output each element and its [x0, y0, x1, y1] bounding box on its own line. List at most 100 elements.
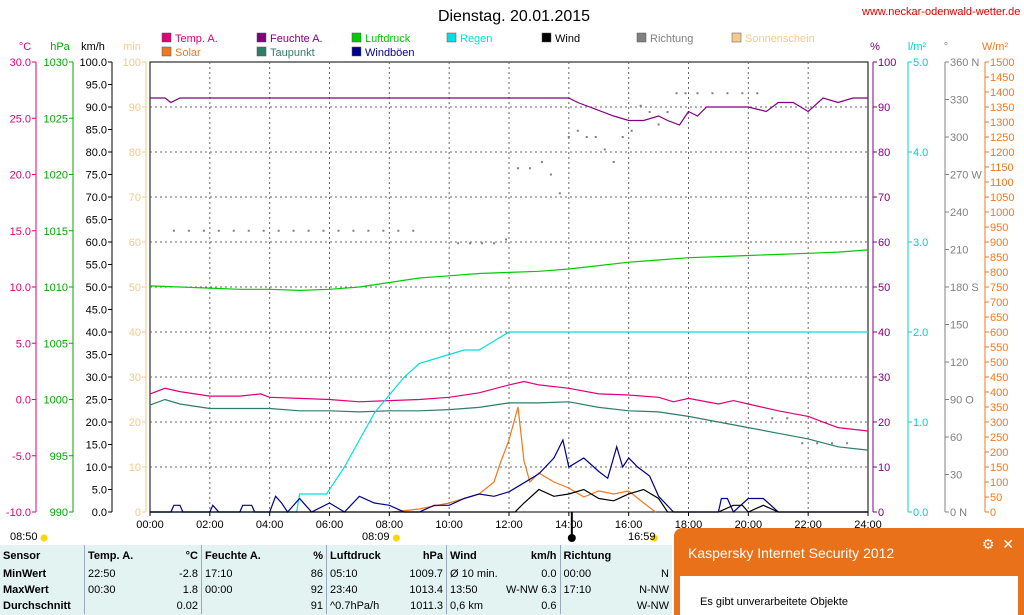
close-icon[interactable]: ✕ — [1002, 536, 1014, 552]
tick-label: 40 — [878, 327, 890, 339]
chart-title: Dienstag. 20.01.2015 — [438, 8, 590, 25]
sunrise-time: 08:09 — [362, 531, 390, 543]
tick-label: 1015 — [44, 226, 68, 238]
tick-label: 1010 — [44, 282, 68, 294]
direction-time: 00:00 — [559, 566, 617, 582]
legend: Temp. A. Feuchte A. Luftdruck Regen Wind Rich… — [161, 32, 815, 59]
tick-label: 1050 — [990, 192, 1014, 204]
legend-swatch — [161, 32, 172, 43]
tick-label: 80.0 — [86, 147, 107, 159]
plot-grid — [149, 61, 869, 513]
gear-icon[interactable]: ⚙ — [981, 536, 995, 552]
tick-label: 5.0 — [913, 57, 928, 69]
tick-label: 90 — [129, 102, 141, 114]
tick-label: 90.0 — [86, 102, 107, 114]
direction-point — [726, 92, 729, 95]
y-axis-0: °C 30.0 25.0 20.0 15.0 10.0 5.0 0.0 -5.0 -10.0 — [6, 41, 37, 519]
direction-point — [397, 229, 400, 232]
temp-time: 22:50 — [84, 566, 143, 582]
legend-item: Solar — [161, 46, 201, 59]
tick-label: 70 — [878, 192, 890, 204]
sunset-icon — [650, 534, 658, 542]
direction-point — [666, 111, 669, 113]
tick-label: 60 — [129, 237, 141, 249]
tick-label: 80 — [129, 147, 141, 159]
row-label: MinWert — [3, 568, 47, 580]
tick-label: 30.0 — [10, 57, 31, 69]
series-Regen — [150, 331, 868, 513]
tick-label: 100 — [990, 477, 1008, 489]
tick-label: -10.0 — [6, 507, 31, 519]
stats-header-row: Sensor Temp. A. °C Feuchte A. % Luftdruc… — [0, 545, 672, 566]
legend-item: Feuchte A. — [256, 32, 323, 45]
tick-label: 270 W — [950, 170, 982, 182]
tick-label: 0 — [990, 507, 996, 519]
tick-label: 100.0 — [79, 57, 107, 69]
direction-point — [567, 136, 570, 138]
direction-point — [612, 161, 615, 163]
direction-point — [469, 242, 472, 245]
legend-swatch — [161, 46, 172, 57]
stats-table: Sensor Temp. A. °C Feuchte A. % Luftdruc… — [0, 545, 672, 615]
direction-value: W-NW — [636, 600, 669, 612]
x-tick-label: 12:00 — [495, 519, 523, 531]
tick-label: 180 S — [950, 282, 979, 294]
direction-point — [540, 161, 543, 163]
tick-label: 150 — [990, 462, 1008, 474]
tick-label: 10 — [129, 462, 141, 474]
legend-item: Luftdruck — [351, 32, 411, 45]
tick-label: 550 — [990, 342, 1008, 354]
tick-label: 95.0 — [86, 80, 107, 92]
tick-label: 1020 — [44, 170, 68, 182]
pressure-value: 1009.7 — [409, 568, 443, 580]
temp-time: 00:30 — [84, 582, 143, 598]
tick-label: 45.0 — [86, 305, 107, 317]
site-url[interactable]: www.neckar-odenwald-wetter.de — [862, 6, 1021, 18]
temp-time — [84, 598, 143, 614]
tick-label: 0.0 — [92, 507, 107, 519]
tick-label: 5.0 — [16, 338, 31, 350]
series-line — [150, 97, 868, 126]
series-Richtung — [172, 92, 849, 445]
header-sensor: Sensor — [3, 549, 41, 562]
header-pressure-unit: hPa — [422, 549, 443, 562]
direction-point — [247, 229, 250, 232]
tick-label: 4.0 — [913, 147, 928, 159]
direction-point — [352, 229, 355, 232]
tick-label: 350 — [990, 402, 1008, 414]
tick-label: 500 — [990, 357, 1008, 369]
tick-label: 10 — [878, 462, 890, 474]
tick-label: 850 — [990, 252, 1008, 264]
tick-label: 80 — [878, 147, 890, 159]
tick-label: 55.0 — [86, 260, 107, 272]
wind-value: 0.6 — [541, 600, 557, 612]
header-wind-unit: km/h — [530, 549, 557, 562]
tick-label: 1500 — [990, 57, 1014, 69]
tick-label: 30.0 — [86, 372, 107, 384]
tick-label: 240 — [950, 207, 968, 219]
direction-point — [771, 417, 774, 420]
pressure-time: 23:40 — [326, 582, 395, 598]
current-time-icon — [567, 534, 576, 542]
tick-label: 1005 — [44, 338, 68, 350]
kaspersky-popup[interactable]: Kaspersky Internet Security 2012 ⚙ ✕ Es … — [674, 528, 1024, 615]
weather-chart: Dienstag. 20.01.2015 Temp. A. Feuchte A. L… — [6, 8, 1014, 542]
direction-value: N — [661, 568, 669, 580]
tick-label: 65.0 — [86, 215, 107, 227]
direction-point — [412, 229, 415, 232]
x-tick-label: 16:00 — [615, 519, 643, 531]
direction-time: 17:10 — [559, 582, 617, 598]
legend-label: Richtung — [650, 33, 693, 45]
legend-label: Regen — [460, 33, 492, 45]
sunset-time: 16:59 — [628, 531, 656, 543]
tick-label: 1200 — [990, 147, 1014, 159]
legend-label: Wind — [555, 33, 580, 45]
direction-point — [481, 242, 484, 245]
direction-point — [307, 229, 310, 232]
popup-message[interactable]: Es gibt unverarbeitete Objekte — [700, 596, 848, 608]
axis-unit: hPa — [50, 41, 70, 53]
legend-label: Temp. A. — [175, 33, 218, 45]
direction-point — [648, 111, 651, 113]
tick-label: 50 — [990, 492, 1002, 504]
direction-point — [696, 92, 699, 95]
